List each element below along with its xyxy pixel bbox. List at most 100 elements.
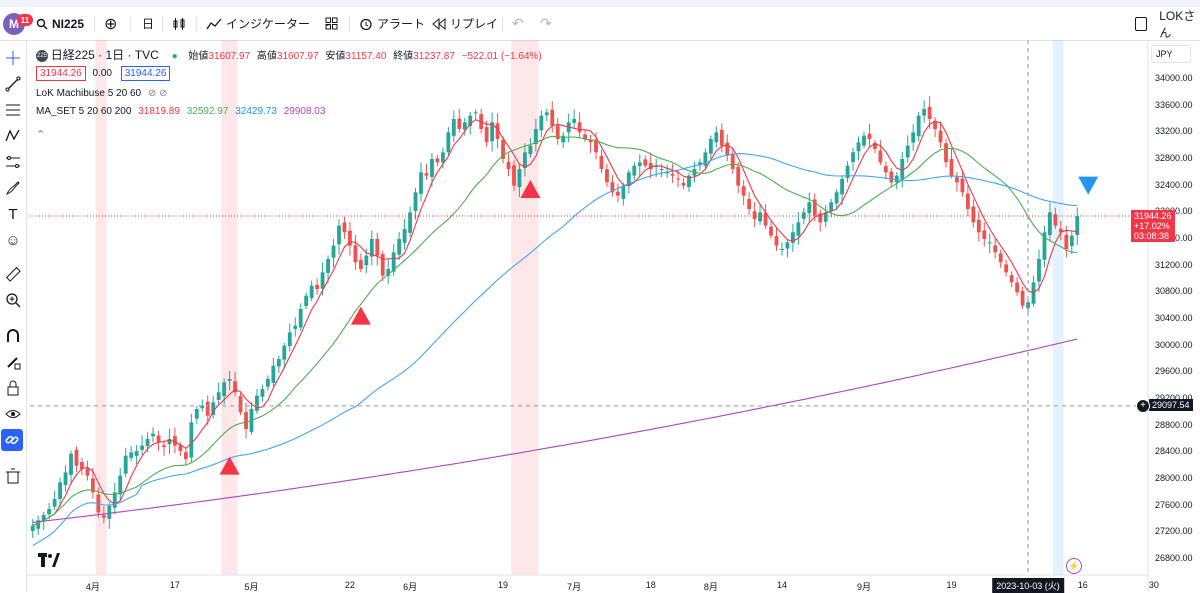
candle: [938, 130, 943, 143]
candle: [643, 159, 648, 166]
candle: [200, 405, 205, 409]
replay-button[interactable]: リプレイ: [432, 7, 498, 40]
browser-bookmark-strip: [0, 0, 1200, 7]
candle: [867, 133, 872, 139]
interval-button[interactable]: 日: [142, 7, 154, 40]
eye-icon: [5, 410, 21, 418]
user-label: LOKさん: [1159, 8, 1196, 40]
candle: [495, 123, 500, 139]
alert-button[interactable]: アラート: [359, 7, 425, 40]
candle: [512, 165, 516, 186]
time-tick: 22: [344, 580, 355, 590]
add-alert-button[interactable]: +: [1136, 398, 1150, 413]
candle: [260, 389, 265, 397]
crosshair-tool[interactable]: [0, 47, 26, 69]
candle: [342, 222, 347, 233]
emoji-tool[interactable]: ☺: [0, 229, 26, 251]
candle: [528, 145, 533, 155]
highlight-band: [221, 40, 238, 575]
ruler-icon: [5, 266, 21, 282]
lightning-button[interactable]: ⚡: [1066, 558, 1082, 574]
ask-box[interactable]: 31944.26: [120, 66, 171, 81]
measure-tool[interactable]: [0, 263, 26, 285]
candle: [80, 462, 84, 469]
candle: [703, 152, 708, 166]
last-price-percent: +17.02%: [1134, 221, 1170, 232]
last-price-label: 31944.26 +17.02% 03:08:38: [1131, 210, 1175, 243]
settings-icon[interactable]: ⊘ ⊘: [147, 88, 168, 99]
chart-type-button[interactable]: [172, 7, 186, 40]
brush-tool[interactable]: [0, 177, 26, 199]
time-tick: 14: [776, 580, 787, 590]
change-value: −522.01 (−1.64%): [461, 51, 542, 62]
fib-tool[interactable]: [0, 99, 26, 121]
candle: [687, 175, 691, 188]
price-tick: 30800.00: [1155, 286, 1193, 297]
undo-icon: ↶: [512, 15, 524, 31]
redo-icon: ↷: [540, 15, 552, 31]
legend-eye-icon[interactable]: ●: [171, 51, 178, 62]
remove-tool[interactable]: [0, 465, 26, 487]
legend-collapse-button[interactable]: ⌃: [36, 128, 45, 141]
visibility-tool[interactable]: [0, 403, 26, 425]
pattern-tool[interactable]: [0, 125, 26, 147]
candle: [107, 505, 112, 519]
candle: [987, 242, 992, 244]
checkbox-icon: [1135, 16, 1148, 31]
price-tick: 33600.00: [1155, 99, 1193, 110]
undo-button[interactable]: ↶: [512, 7, 524, 40]
candle: [812, 199, 817, 216]
bar-countdown: 03:08:38: [1134, 231, 1170, 242]
symbol-search-button[interactable]: NI225: [36, 7, 84, 40]
candle: [369, 239, 374, 257]
candle: [982, 230, 987, 239]
candle: [112, 492, 117, 508]
candle: [905, 145, 910, 158]
candle: [173, 436, 177, 446]
user-menu[interactable]: LOKさん: [1135, 7, 1200, 40]
candle: [1048, 212, 1052, 236]
candle: [583, 134, 587, 139]
trendline-tool[interactable]: [0, 73, 26, 95]
layouts-button[interactable]: [325, 7, 338, 40]
stay-drawing-tool[interactable]: [0, 351, 26, 373]
candle: [380, 253, 385, 276]
candle: [927, 106, 932, 119]
text-tool[interactable]: T: [0, 203, 26, 225]
avatar[interactable]: M 11: [3, 13, 33, 35]
redo-button[interactable]: ↷: [540, 7, 552, 40]
forecast-tool[interactable]: [0, 151, 26, 173]
indicators-button[interactable]: インジケーター ⌄: [206, 7, 332, 40]
candle: [58, 482, 62, 500]
candle: [610, 182, 615, 193]
compare-symbol-button[interactable]: ⊕: [104, 7, 117, 40]
bid-box[interactable]: 31944.26: [36, 66, 86, 81]
candle: [238, 396, 243, 413]
ma60-line: [32, 153, 1078, 547]
candle: [539, 115, 544, 131]
candle: [621, 185, 626, 199]
crosshair-date-value: 2023-10-03 (火): [996, 581, 1060, 591]
candle: [189, 422, 194, 458]
candle: [265, 379, 270, 387]
candle: [96, 494, 101, 513]
price-tick: 33200.00: [1155, 126, 1193, 137]
candle: [752, 211, 757, 219]
magnet-tool[interactable]: [0, 325, 26, 347]
candle: [856, 142, 861, 152]
candle: [1075, 216, 1080, 236]
candle: [873, 142, 877, 149]
candle: [790, 232, 795, 243]
price-tick: 34000.00: [1155, 73, 1193, 83]
candle: [391, 252, 396, 272]
price-tick: 30000.00: [1155, 339, 1193, 350]
currency-button[interactable]: JPY: [1151, 45, 1191, 63]
zoom-tool[interactable]: [0, 289, 26, 311]
candle: [69, 453, 73, 475]
link-tool[interactable]: [1, 429, 23, 451]
lock-tool[interactable]: [0, 377, 26, 399]
highlight-band: [511, 40, 539, 575]
candle: [659, 169, 664, 170]
candle: [829, 202, 834, 212]
